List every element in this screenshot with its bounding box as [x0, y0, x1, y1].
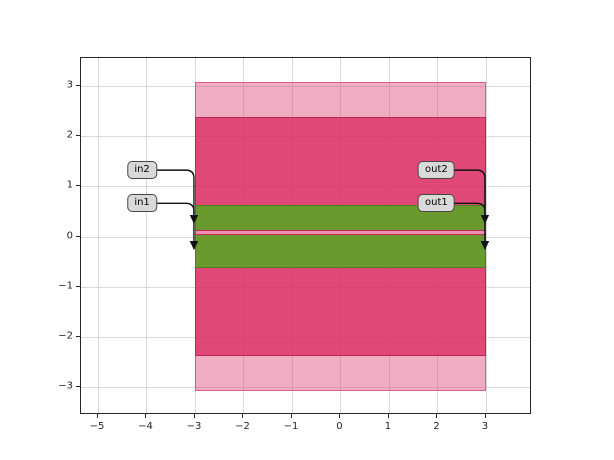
annotation-in2: in2 [127, 161, 157, 180]
y-tick-mark [76, 285, 80, 287]
y-tick-mark [76, 235, 80, 237]
x-tick-label: −5 [89, 421, 105, 432]
band-thin-pink-stripe [194, 229, 486, 235]
y-tick-mark [76, 84, 80, 86]
y-tick-label: 3 [66, 79, 73, 91]
y-tick-mark [76, 134, 80, 136]
x-tick-label: 1 [384, 421, 392, 432]
annotation-out2: out2 [418, 161, 455, 180]
x-tick-mark [290, 414, 292, 418]
grid-line-y [81, 387, 530, 389]
x-tick-label: 2 [433, 421, 440, 432]
y-tick-label: 1 [66, 179, 73, 191]
x-tick-mark [193, 414, 195, 418]
x-tick-label: −1 [283, 421, 299, 432]
x-tick-label: 3 [481, 421, 489, 432]
x-tick-mark [484, 414, 486, 418]
annotation-out1: out1 [418, 194, 455, 213]
y-tick-mark [76, 185, 80, 187]
y-tick-label: 0 [66, 230, 73, 241]
x-tick-mark [242, 414, 244, 418]
x-tick-label: −3 [186, 421, 202, 432]
grid-line-x [146, 58, 148, 413]
grid-line-y [81, 85, 530, 87]
x-tick-label: 0 [336, 421, 343, 432]
y-tick-mark [76, 336, 80, 338]
x-tick-mark [436, 414, 438, 418]
x-tick-label: −2 [235, 421, 250, 432]
x-tick-mark [96, 414, 98, 418]
plot-area [80, 57, 531, 414]
x-tick-label: −4 [138, 421, 153, 432]
annotation-in1: in1 [127, 194, 157, 213]
y-tick-mark [76, 386, 80, 388]
y-tick-label: −1 [58, 280, 73, 292]
band-green [194, 204, 486, 269]
grid-line-x [97, 58, 99, 413]
grid-line-x [485, 58, 487, 413]
y-tick-label: −3 [58, 380, 73, 392]
x-tick-mark [145, 414, 147, 418]
x-tick-mark [387, 414, 389, 418]
x-tick-mark [339, 414, 341, 418]
y-tick-label: 2 [66, 129, 73, 141]
y-tick-label: −2 [58, 330, 73, 342]
